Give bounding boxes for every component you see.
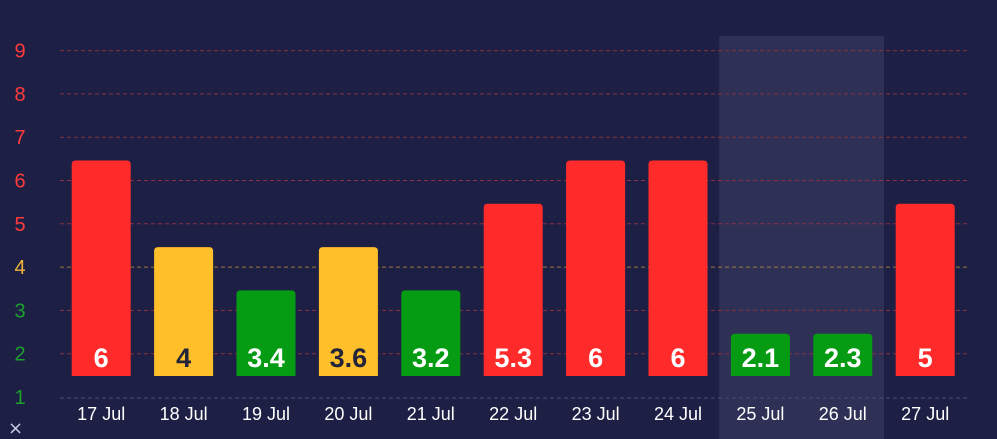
- x-tick-label: 17 Jul: [77, 404, 125, 424]
- y-tick-label: 1: [14, 387, 25, 409]
- bar: [318, 247, 378, 376]
- y-tick-label: 9: [14, 41, 25, 63]
- x-tick-label: 26 Jul: [819, 404, 867, 424]
- x-tick-label: 23 Jul: [572, 404, 620, 424]
- bar-value-label: 3.2: [412, 343, 450, 373]
- x-tick-label: 22 Jul: [489, 404, 537, 424]
- bar-value-label: 6: [588, 343, 603, 373]
- y-tick-label: 7: [14, 127, 25, 149]
- bar-value-label: 2.1: [742, 343, 780, 373]
- bar: [483, 203, 543, 376]
- x-tick-label: 20 Jul: [324, 404, 372, 424]
- x-tick-label: 19 Jul: [242, 404, 290, 424]
- bar: [401, 290, 461, 376]
- x-tick-label: 18 Jul: [160, 404, 208, 424]
- y-tick-label: 5: [14, 214, 25, 236]
- y-tick-label: 6: [14, 171, 25, 193]
- bar-value-label: 6: [94, 343, 109, 373]
- bar: [813, 333, 873, 376]
- close-icon[interactable]: ×: [8, 418, 24, 439]
- y-tick-label: 2: [14, 344, 25, 366]
- bar: [154, 247, 214, 376]
- x-tick-label: 25 Jul: [736, 404, 784, 424]
- highlight-band: [719, 36, 884, 439]
- bar-value-label: 4: [176, 343, 191, 373]
- y-tick-label: 4: [14, 257, 25, 279]
- bar-value-label: 6: [670, 343, 685, 373]
- x-tick-label: 21 Jul: [407, 404, 455, 424]
- y-tick-label: 8: [14, 84, 25, 106]
- bar: [71, 160, 131, 376]
- bar: [730, 333, 790, 376]
- x-tick-label: 24 Jul: [654, 404, 702, 424]
- bar-value-label: 5: [918, 343, 933, 373]
- bar-value-label: 3.4: [247, 343, 285, 373]
- y-tick-label: 3: [14, 300, 25, 322]
- x-tick-label: 27 Jul: [901, 404, 949, 424]
- bar-value-label: 3.6: [330, 343, 368, 373]
- bar-value-label: 2.3: [824, 343, 862, 373]
- bar-value-label: 5.3: [494, 343, 532, 373]
- bar: [895, 203, 955, 376]
- bar: [566, 160, 626, 376]
- bar: [648, 160, 708, 376]
- bar: [236, 290, 296, 376]
